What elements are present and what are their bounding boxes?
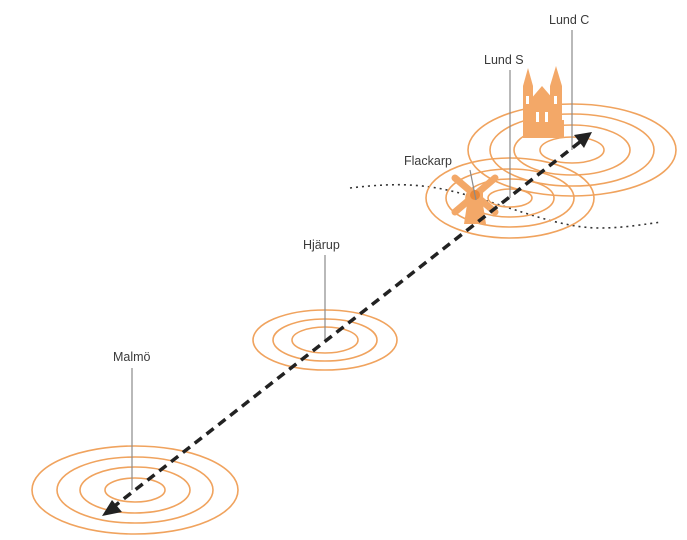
label-hjarup: Hjärup — [303, 238, 340, 252]
pin-lines — [131, 30, 573, 490]
rings-malmo — [31, 445, 239, 535]
cathedral-icon — [523, 66, 564, 138]
label-flackarp: Flackarp — [404, 154, 452, 168]
label-lund-s: Lund S — [484, 53, 524, 67]
label-lund-c: Lund C — [549, 13, 589, 27]
route-line — [110, 136, 587, 510]
route-arrow-end-icon — [574, 132, 592, 148]
label-malmo: Malmö — [113, 350, 151, 364]
route-arrow-start-icon — [102, 500, 122, 516]
